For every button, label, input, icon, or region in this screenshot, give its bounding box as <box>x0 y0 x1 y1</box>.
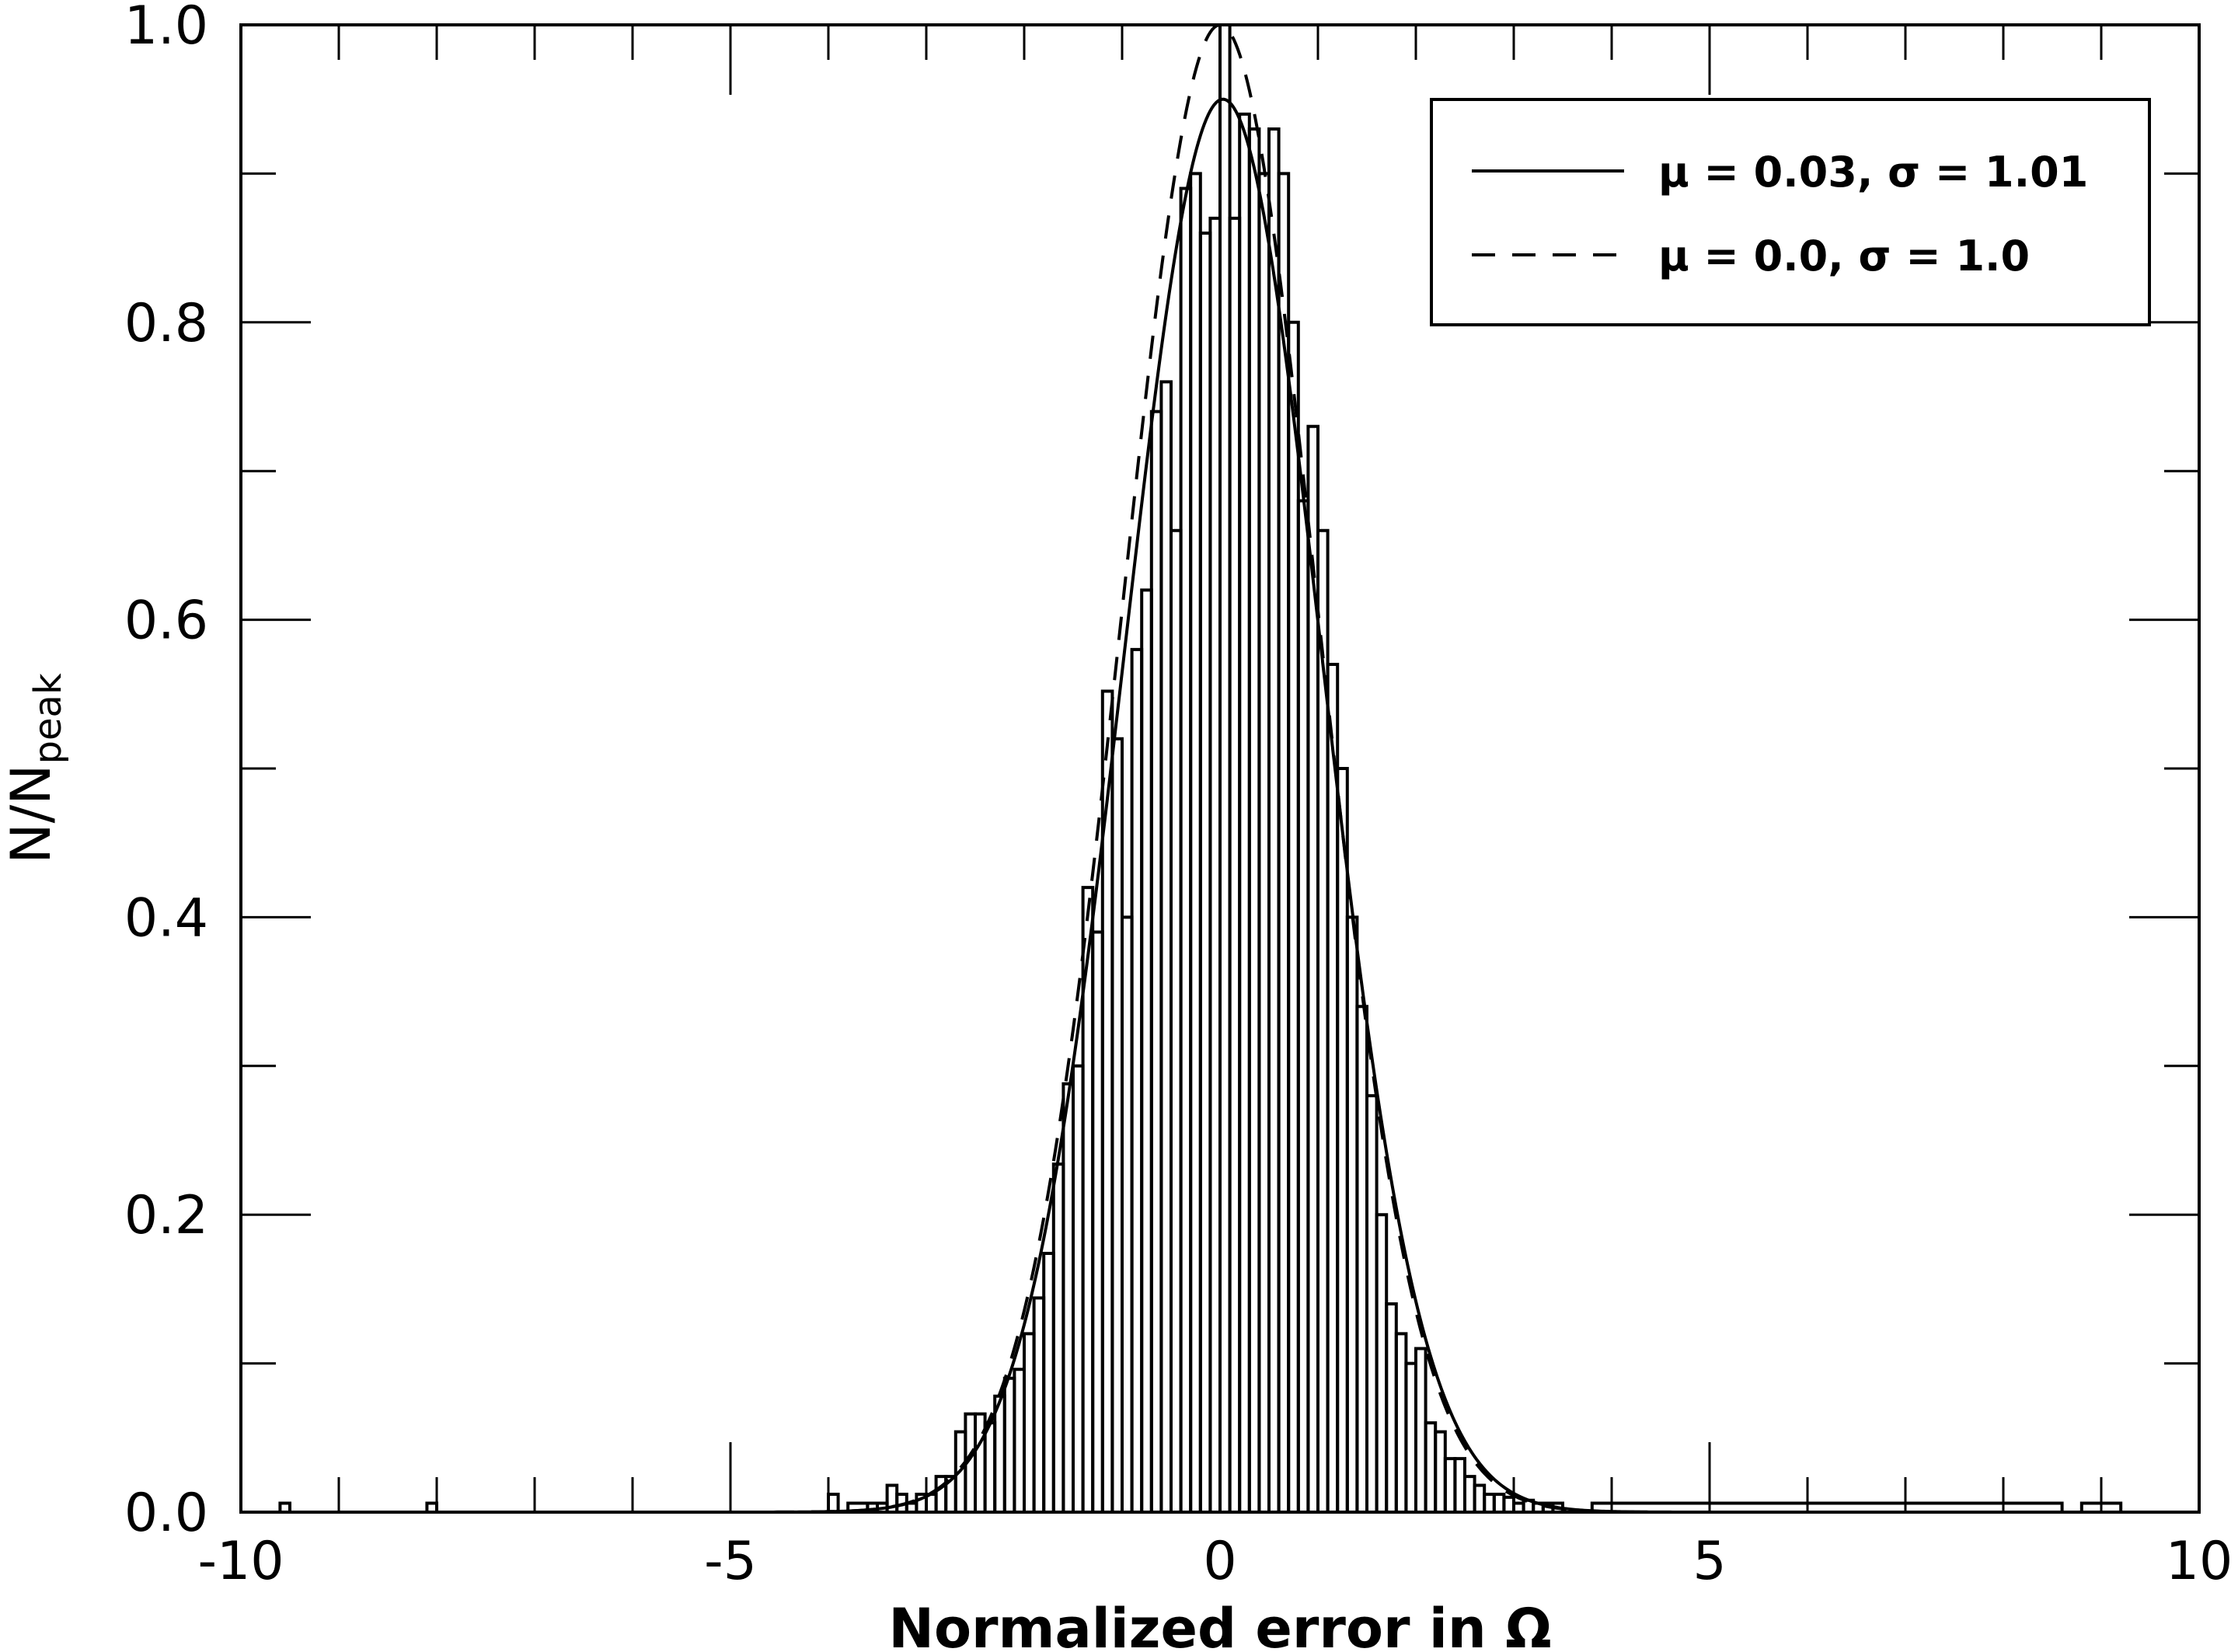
x-tick-label: 10 <box>2166 1531 2233 1592</box>
legend-entry-standard: μ = 0.0, σ = 1.0 <box>1658 232 2030 281</box>
y-tick-label: 0.2 <box>124 1185 208 1246</box>
histogram-bin <box>278 1501 291 1512</box>
y-tick-label: 0.4 <box>124 887 208 949</box>
y-axis-label-sub: peak <box>26 673 70 764</box>
legend: μ = 0.03, σ = 1.01 μ = 0.0, σ = 1.0 <box>1430 98 2151 326</box>
x-tick-label: 5 <box>1692 1531 1726 1592</box>
x-tick-label: -5 <box>704 1531 757 1592</box>
histogram-bin <box>1590 1501 2064 1512</box>
x-tick-label: -10 <box>197 1531 284 1592</box>
y-tick-label: 0.0 <box>124 1483 208 1544</box>
y-axis-label-main: N/N <box>0 764 63 863</box>
histogram-bin <box>2079 1501 2123 1512</box>
legend-entry-fit: μ = 0.03, σ = 1.01 <box>1658 148 2088 197</box>
x-axis-label: Normalized error in Ω <box>888 1597 1551 1652</box>
histogram-bin <box>827 1493 840 1512</box>
y-tick-label: 0.8 <box>124 293 208 354</box>
plot-frame <box>239 23 2201 1514</box>
y-tick-label: 0.6 <box>124 591 208 652</box>
tick-labels: -10 -5 0 5 10 0.0 0.2 0.4 0.6 0.8 1.0 <box>124 0 2233 1592</box>
y-tick-label: 1.0 <box>124 0 208 57</box>
legend-box <box>1430 98 2151 326</box>
y-axis-label: N/Npeak <box>0 673 70 864</box>
histogram-bin <box>425 1501 438 1512</box>
x-tick-label: 0 <box>1203 1531 1236 1592</box>
